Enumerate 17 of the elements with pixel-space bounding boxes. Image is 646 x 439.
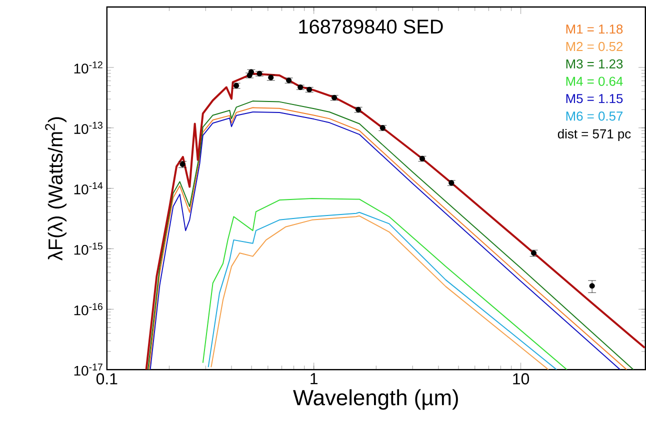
- text: M6 = 0.57: [566, 112, 623, 121]
- y-tick-label: 10$^{-12}$: [74, 62, 102, 74]
- text: M5 = 1.15: [566, 94, 623, 104]
- y-tick-label: 10$^{-16}$: [74, 303, 102, 316]
- annotation: dist = 571 pc: [558, 129, 631, 142]
- text: M1 = 1.18: [566, 24, 623, 34]
- text: M4 = 0.64: [566, 76, 623, 86]
- x-tick-label: 10: [513, 373, 530, 385]
- y-tick-label: 10$^{-14}$: [74, 182, 103, 195]
- x-tick-label: 1: [310, 373, 318, 384]
- text: M2 = 0.52: [566, 42, 623, 52]
- y-tick-label: 10$^{-15}$: [74, 242, 102, 255]
- y-axis-title: λF(λ) (Watts/m$^{2}$): [45, 117, 66, 261]
- y-tick-label: 10$^{-13}$: [74, 122, 102, 134]
- chart-title: 168789840 SED: [299, 20, 443, 34]
- x-axis-title: Wavelength (µm): [293, 389, 458, 410]
- text: M3 = 1.23: [566, 60, 623, 69]
